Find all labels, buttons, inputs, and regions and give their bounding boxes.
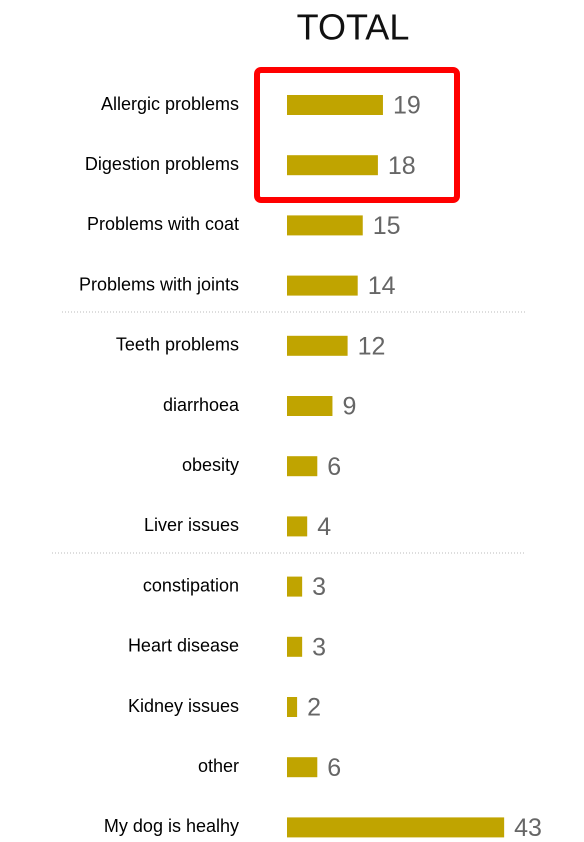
category-label: Liver issues — [144, 515, 239, 535]
bar — [287, 95, 383, 115]
value-label: 6 — [327, 453, 341, 481]
category-label: obesity — [182, 455, 239, 475]
category-label: Teeth problems — [116, 335, 239, 355]
bar — [287, 576, 303, 597]
category-label: Problems with coat — [87, 214, 239, 234]
category-label: Kidney issues — [128, 696, 239, 716]
category-label: Problems with joints — [79, 274, 239, 294]
value-label: 43 — [514, 814, 542, 842]
bar — [287, 697, 298, 717]
bar — [287, 215, 363, 236]
value-label: 3 — [312, 573, 326, 601]
highlight-box — [254, 67, 460, 203]
value-label: 9 — [342, 393, 356, 421]
bar — [287, 396, 333, 416]
value-label: 18 — [388, 152, 416, 180]
category-label: constipation — [143, 575, 239, 595]
category-label: Allergic problems — [101, 94, 239, 114]
value-label: 4 — [317, 513, 331, 541]
bar — [287, 335, 348, 356]
bar — [287, 155, 378, 176]
bar — [287, 456, 318, 477]
bar — [287, 275, 358, 296]
chart-title: TOTAL — [297, 7, 410, 48]
category-label: Heart disease — [128, 636, 239, 656]
category-label: Digestion problems — [85, 154, 239, 174]
value-label: 6 — [327, 754, 341, 782]
category-label: My dog is healhy — [104, 816, 239, 836]
value-label: 12 — [358, 332, 386, 360]
value-label: 15 — [373, 212, 401, 240]
bar — [287, 817, 505, 838]
value-label: 19 — [393, 92, 421, 120]
value-label: 14 — [368, 272, 396, 300]
value-label: 2 — [307, 694, 321, 722]
bar — [287, 636, 303, 657]
bar — [287, 516, 308, 537]
value-label: 3 — [312, 633, 326, 661]
category-label: other — [198, 756, 239, 776]
bar — [287, 757, 318, 778]
category-label: diarrhoea — [163, 395, 240, 415]
